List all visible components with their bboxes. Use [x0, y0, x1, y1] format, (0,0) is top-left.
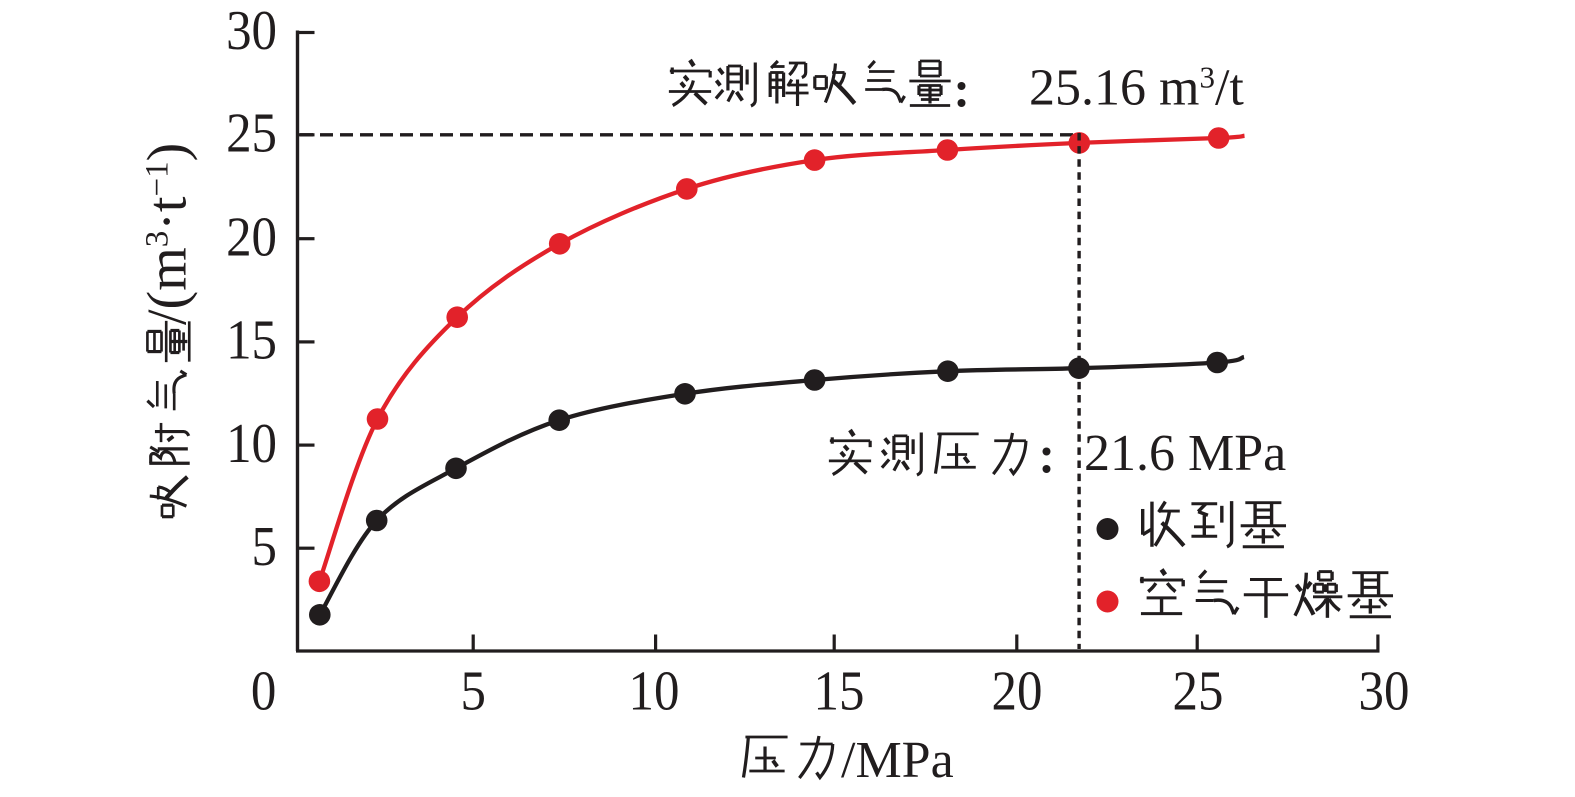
- svg-text:5: 5: [252, 515, 277, 578]
- svg-text:30: 30: [1359, 659, 1410, 722]
- svg-text:10: 10: [226, 412, 277, 475]
- svg-text:20: 20: [226, 205, 277, 268]
- svg-text:/MPa: /MPa: [841, 732, 954, 789]
- svg-text:15: 15: [814, 659, 865, 722]
- svg-text:15: 15: [226, 308, 277, 371]
- svg-text:21.6 MPa: 21.6 MPa: [1084, 425, 1286, 482]
- svg-text:30: 30: [226, 0, 277, 62]
- svg-text:10: 10: [629, 659, 680, 722]
- svg-text:0: 0: [251, 659, 276, 722]
- svg-text:25: 25: [226, 101, 277, 164]
- svg-text:5: 5: [460, 659, 485, 722]
- svg-text:20: 20: [992, 659, 1043, 722]
- svg-text:25: 25: [1173, 659, 1224, 722]
